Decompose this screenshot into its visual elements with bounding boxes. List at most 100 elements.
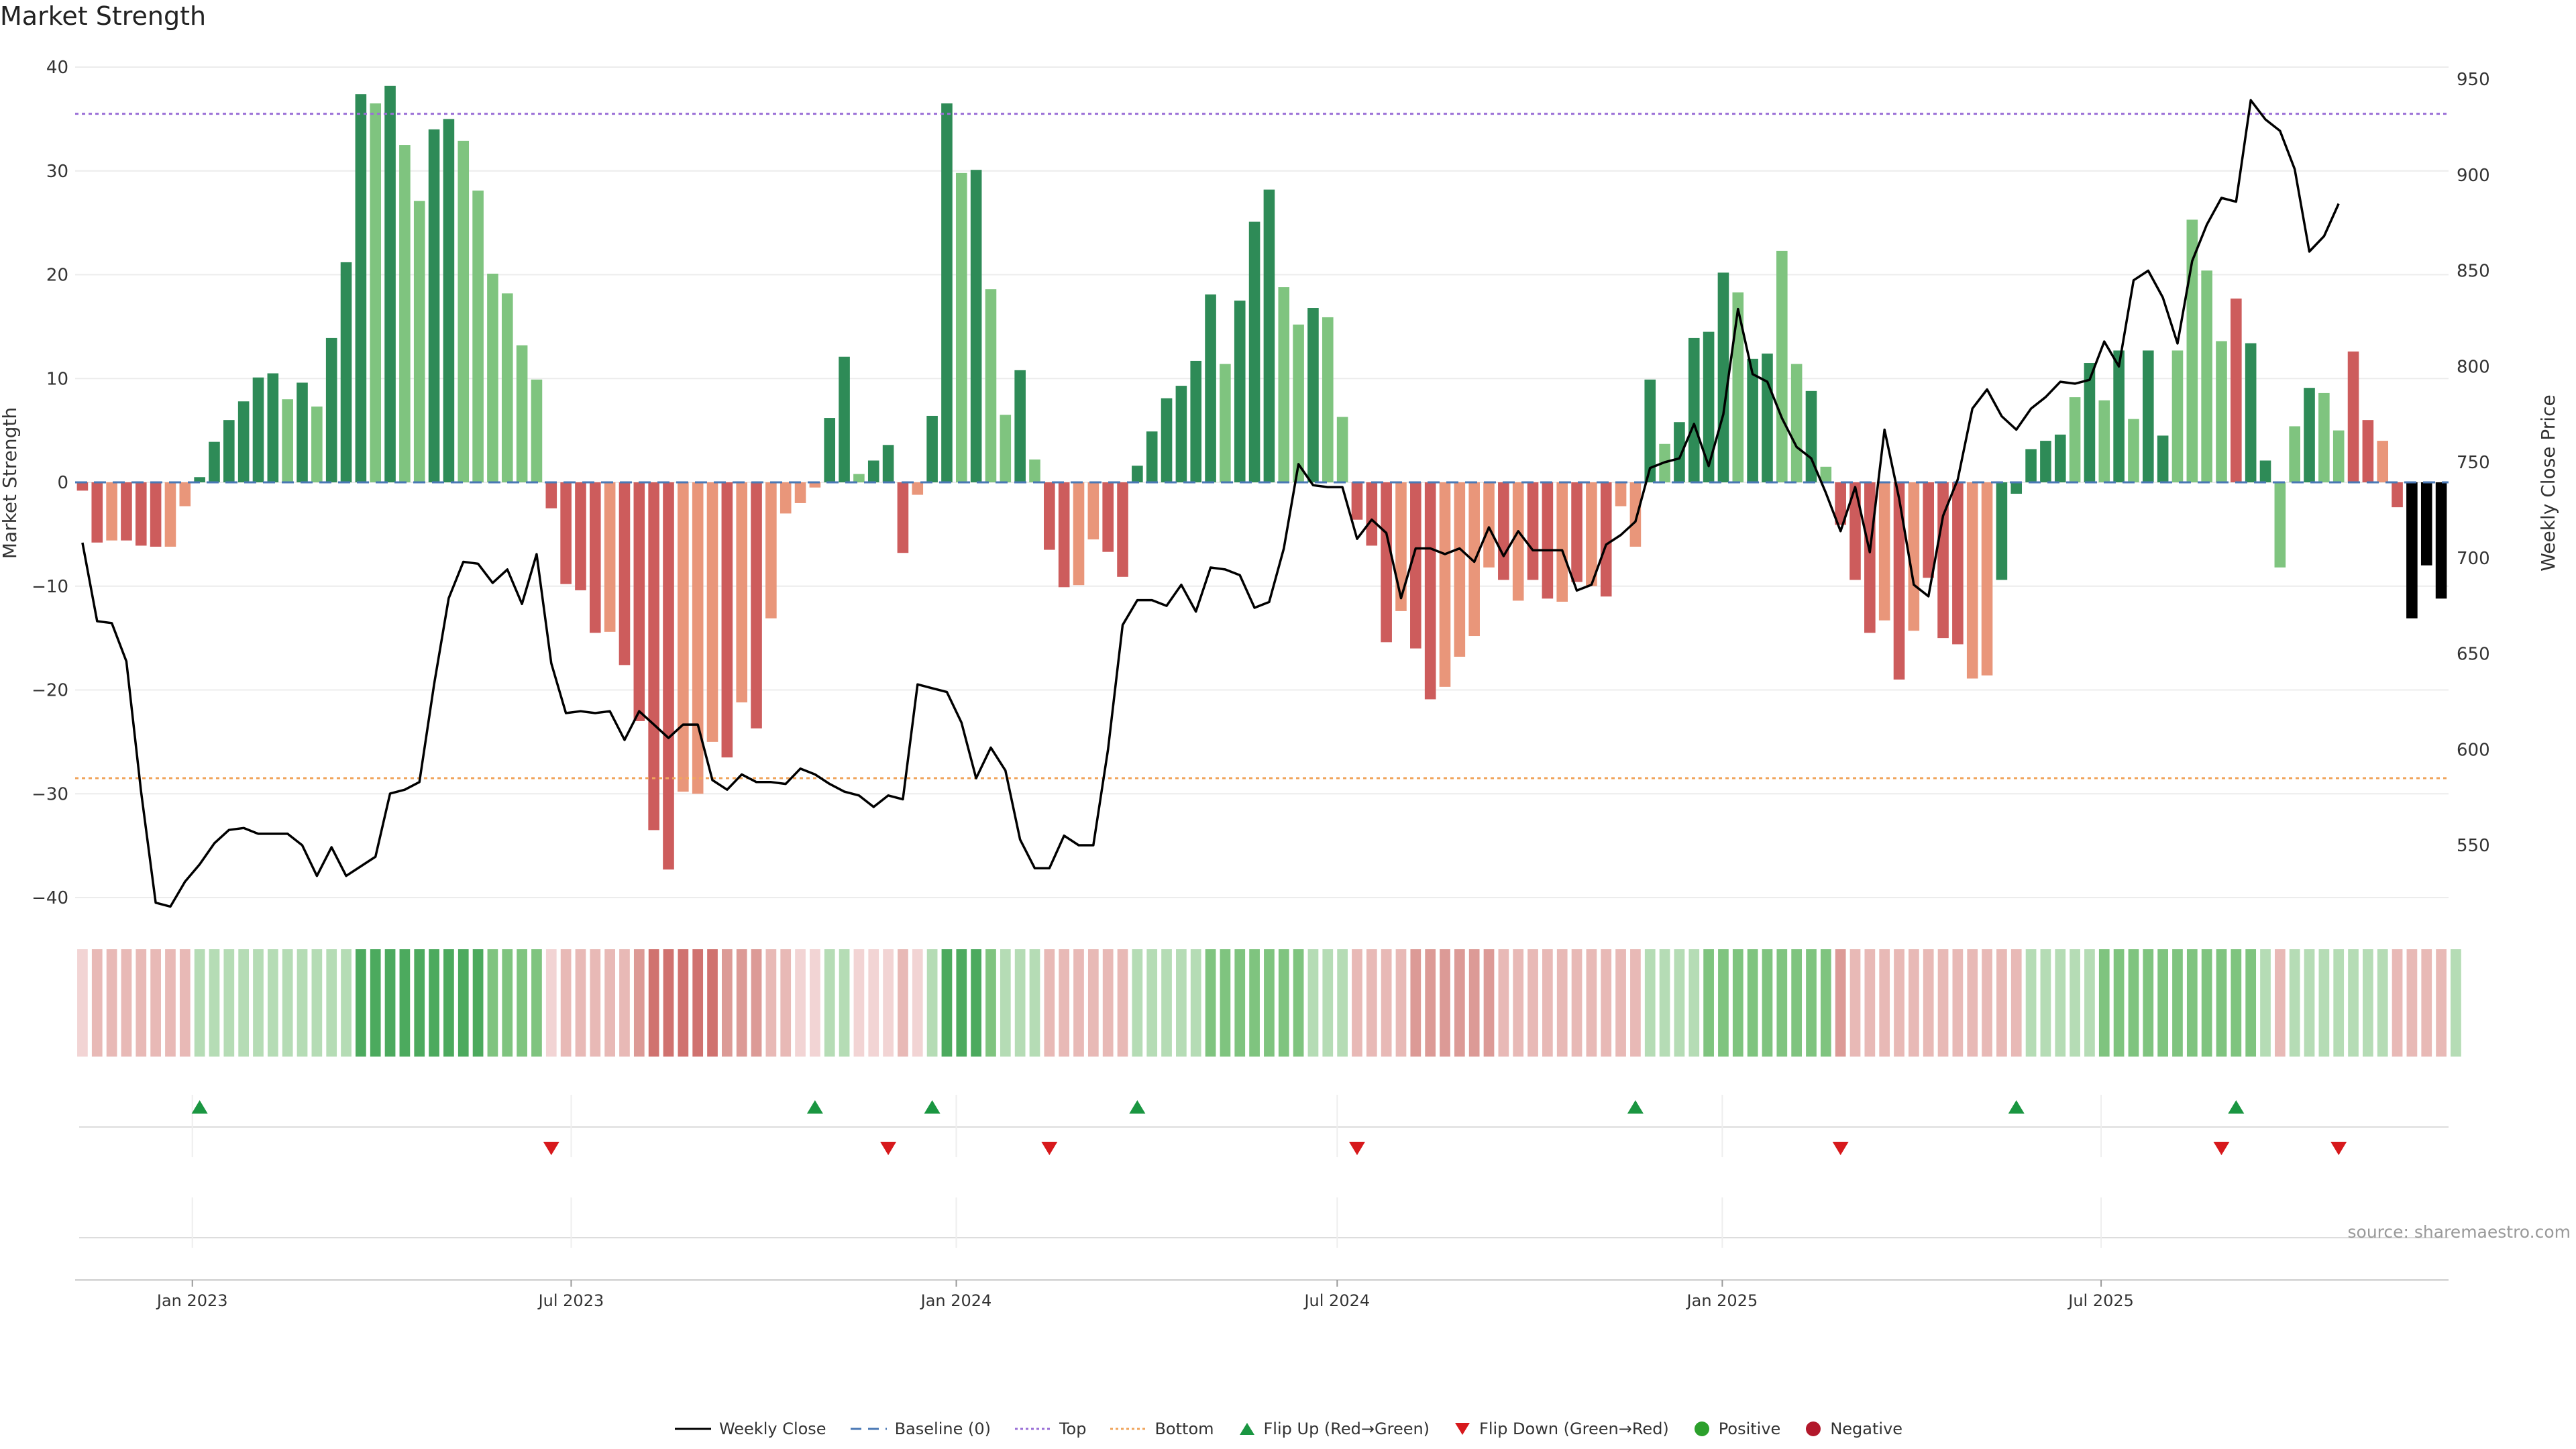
heat-cell	[1732, 949, 1743, 1057]
heat-cell	[253, 949, 264, 1057]
heat-cell	[824, 949, 835, 1057]
strength-bar	[1820, 466, 1832, 482]
heat-cell	[341, 949, 352, 1057]
strength-bar	[2259, 460, 2271, 482]
strength-bar	[853, 474, 865, 482]
heat-cell	[1996, 949, 2007, 1057]
strength-bar	[2054, 434, 2066, 482]
heat-cell	[1234, 949, 1246, 1057]
heat-cell	[370, 949, 381, 1057]
strength-bar	[1981, 482, 1993, 676]
heat-cell	[2451, 949, 2461, 1057]
strength-bar	[297, 382, 308, 482]
flip-down-marker	[2213, 1142, 2230, 1155]
heat-cell	[2025, 949, 2037, 1057]
flip-up-marker	[924, 1100, 941, 1114]
strength-bar	[1835, 482, 1846, 525]
strength-bar	[2435, 482, 2447, 599]
heat-cell	[1952, 949, 1964, 1057]
strength-bar	[604, 482, 616, 632]
legend-item: Negative	[1803, 1419, 1902, 1438]
strength-bar	[2084, 363, 2096, 482]
legend-label: Weekly Close	[718, 1419, 826, 1438]
flip-down-marker	[880, 1142, 897, 1155]
x-tick-label: Jul 2023	[537, 1291, 604, 1310]
strength-bar	[252, 377, 264, 482]
heat-cell	[1937, 949, 1949, 1057]
strength-bar	[2171, 350, 2184, 482]
line-legend-icon	[674, 1428, 711, 1430]
heat-cell	[1747, 949, 1758, 1057]
strength-bar	[458, 140, 470, 482]
flip-down-marker	[1832, 1142, 1849, 1155]
strength-bar	[282, 399, 293, 482]
strength-bar	[1366, 482, 1378, 546]
y2-tick-label: 650	[2457, 645, 2490, 665]
strength-bar	[1278, 287, 1290, 482]
legend-item: Bottom	[1109, 1419, 1214, 1438]
strength-bar	[1498, 482, 1509, 580]
strength-bar	[1102, 482, 1114, 552]
heat-cell	[326, 949, 337, 1057]
strength-bar	[501, 293, 513, 482]
heat-cell	[1190, 949, 1201, 1057]
heat-cell	[1117, 949, 1128, 1057]
strength-bar	[1923, 482, 1934, 578]
strength-bar	[1542, 482, 1554, 599]
strength-bar	[692, 482, 704, 794]
x-tick-label: Jul 2025	[2067, 1291, 2134, 1310]
heat-cell	[883, 949, 894, 1057]
heat-cell	[121, 949, 132, 1057]
legend-item: Weekly Close	[674, 1419, 826, 1438]
strength-bar	[1762, 354, 1773, 482]
strength-bar	[1996, 482, 2008, 580]
y2-tick-label: 800	[2457, 357, 2490, 377]
heat-cell	[1601, 949, 1612, 1057]
heat-cell	[1307, 949, 1319, 1057]
legend-symbol	[1455, 1423, 1470, 1435]
strength-bar	[76, 482, 89, 491]
heat-cell	[1908, 949, 1919, 1057]
heat-cell	[678, 949, 689, 1057]
heat-cell	[1513, 949, 1524, 1057]
strength-bar	[1629, 482, 1642, 547]
strength-bar	[1175, 386, 1187, 482]
strength-bar	[1864, 482, 1876, 633]
strength-bar	[1351, 482, 1363, 520]
heat-cell	[458, 949, 469, 1057]
heat-cell	[2172, 949, 2183, 1057]
heat-cell	[1366, 949, 1377, 1057]
strength-bar	[1410, 482, 1421, 649]
heat-cell	[311, 949, 323, 1057]
heat-cell	[429, 949, 439, 1057]
strength-bar	[2216, 341, 2227, 482]
tri-up-legend-icon	[1239, 1423, 1254, 1435]
legend-label: Positive	[1718, 1419, 1781, 1438]
heat-cell	[1293, 949, 1304, 1057]
legend-symbol	[1239, 1423, 1254, 1435]
heat-cell	[810, 949, 820, 1057]
heat-cell	[736, 949, 747, 1057]
strength-bar	[1146, 431, 1158, 482]
strength-bar	[678, 482, 689, 792]
flip-up-marker	[1627, 1100, 1644, 1114]
heat-cell	[1483, 949, 1495, 1057]
heat-cell	[1894, 949, 1904, 1057]
heat-cell	[926, 949, 938, 1057]
heat-cell	[2157, 949, 2168, 1057]
strength-bar	[2377, 441, 2389, 482]
strength-bar	[399, 145, 411, 482]
strength-bar	[2318, 392, 2330, 482]
strength-bar	[2010, 482, 2023, 494]
x-tick-label: Jan 2025	[1686, 1291, 1758, 1310]
heat-cell	[1381, 949, 1392, 1057]
legend-symbol	[1694, 1421, 1709, 1436]
heat-cell	[780, 949, 792, 1057]
heat-cell	[1059, 949, 1070, 1057]
strength-bar	[1132, 466, 1143, 482]
legend-item: Top	[1014, 1419, 1086, 1438]
legend-item: Flip Up (Red→Green)	[1237, 1419, 1430, 1438]
strength-bar	[1248, 221, 1260, 482]
